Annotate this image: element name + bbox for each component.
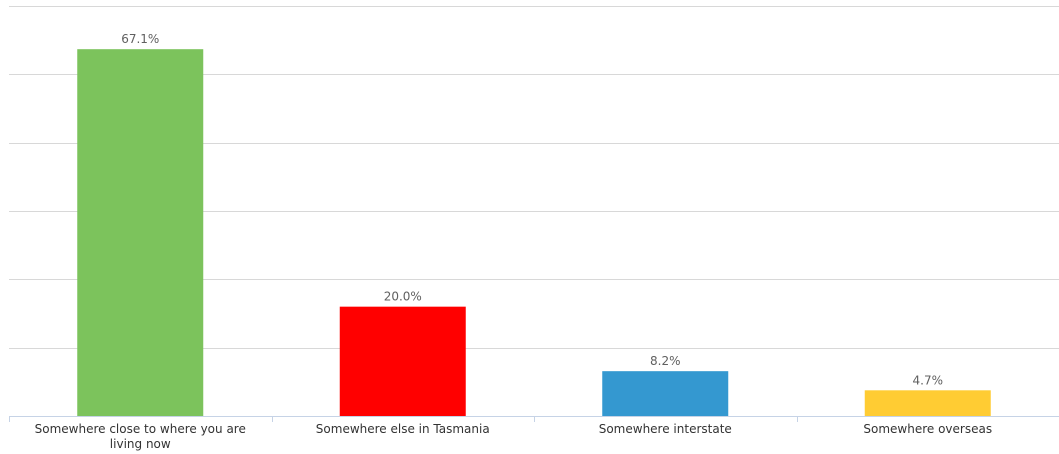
data-label-2: 20.0% [384,290,422,304]
x-axis [9,416,1059,422]
category-label-4: Somewhere overseas [863,422,992,436]
bar-2[interactable] [339,306,466,416]
data-labels: 67.1% 20.0% 8.2% 4.7% [121,32,943,387]
category-label-1: Somewhere close to where you are living n… [35,422,246,451]
category-label-line: Somewhere else in Tasmania [316,422,490,436]
category-labels: Somewhere close to where you are living n… [35,422,992,451]
category-label-2: Somewhere else in Tasmania [316,422,490,436]
bar-3[interactable] [602,371,729,416]
bar-4[interactable] [864,390,991,416]
bars [77,49,991,416]
bar-1[interactable] [77,49,204,416]
category-label-line: living now [110,437,171,451]
category-label-line: Somewhere close to where you are [35,422,246,436]
data-label-4: 4.7% [913,373,944,387]
data-label-1: 67.1% [121,32,159,46]
category-label-3: Somewhere interstate [599,422,732,436]
category-label-line: Somewhere overseas [863,422,992,436]
category-label-line: Somewhere interstate [599,422,732,436]
data-label-3: 8.2% [650,354,681,368]
